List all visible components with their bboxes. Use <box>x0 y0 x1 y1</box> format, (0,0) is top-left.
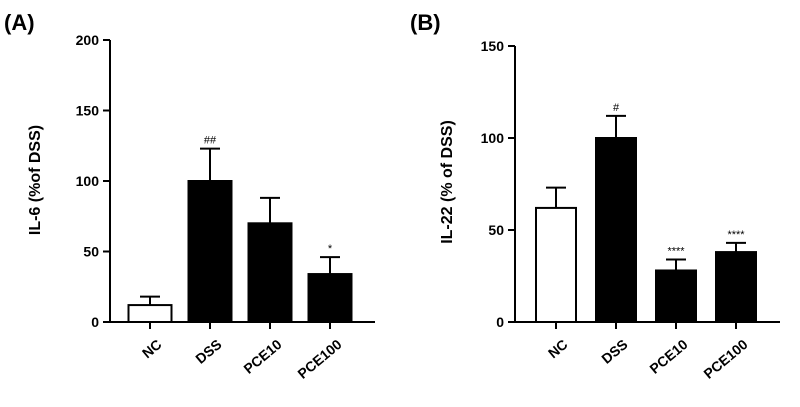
panel-b-y-tick-label: 100 <box>481 130 505 146</box>
panel-b-significance-mark: **** <box>667 245 685 257</box>
panel-a-bar-pce100 <box>307 273 353 323</box>
panel-a-y-tick-label: 100 <box>76 173 100 189</box>
panel-a-y-axis-title: IL-6 (%of DSS) <box>27 125 44 235</box>
panel-a-category-label: NC <box>139 336 165 361</box>
panel-a-category-label: PCE100 <box>294 336 344 382</box>
panel-b-category-label: PCE10 <box>646 336 690 377</box>
panel-b-bar-dss <box>595 137 637 323</box>
panel-b-category-label: NC <box>545 336 571 361</box>
panel-b-category-label: PCE100 <box>700 336 750 382</box>
panel-b-y-tick-label: 150 <box>481 38 505 54</box>
panel-b: (B) IL-22 (% of DSS) 0 50 100 150 NC # DSS ****… <box>410 10 780 382</box>
panel-b-significance-mark: # <box>613 102 620 114</box>
panel-a-y-tick-label: 150 <box>76 103 100 119</box>
panel-a-category-label: DSS <box>192 336 224 367</box>
panel-b-significance-mark: **** <box>727 229 745 241</box>
panel-b-y-tick-label: 0 <box>496 314 504 330</box>
panel-a: (A) IL-6 (%of DSS) 0 50 100 150 200 NC ## DSS PC… <box>4 10 375 382</box>
panel-a-label: (A) <box>4 10 35 35</box>
panel-b-y-axis-title: IL-22 (% of DSS) <box>439 120 456 244</box>
panel-a-y-tick-label: 0 <box>91 314 99 330</box>
panel-a-significance-mark: ## <box>204 135 217 147</box>
panel-a-y-tick-label: 50 <box>83 244 99 260</box>
panel-a-category-label: PCE10 <box>240 336 284 377</box>
panel-b-category-label: DSS <box>598 336 630 367</box>
panel-b-y-tick-label: 50 <box>488 222 504 238</box>
panel-a-significance-mark: * <box>328 243 333 255</box>
panel-b-bar-pce10 <box>655 269 697 324</box>
panel-a-bar-dss <box>187 180 233 323</box>
panel-a-y-tick-label: 200 <box>76 32 100 48</box>
panel-b-bar-pce100 <box>715 251 757 323</box>
panel-b-bar-nc <box>535 206 577 323</box>
panel-b-label: (B) <box>410 10 441 35</box>
panel-a-bar-pce10 <box>247 222 293 323</box>
panel-a-bar-nc <box>127 304 173 323</box>
